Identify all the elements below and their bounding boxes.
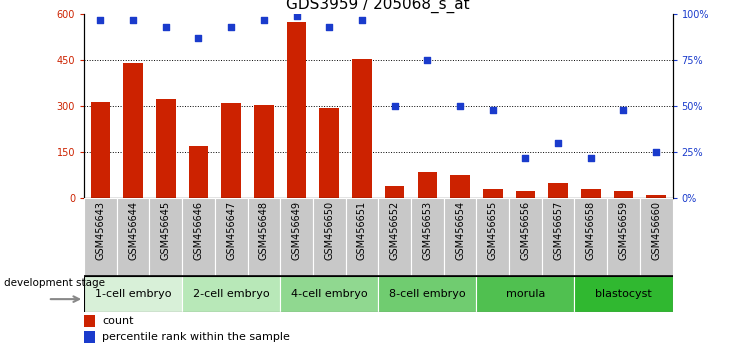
Text: GSM456652: GSM456652 xyxy=(390,201,400,260)
Point xyxy=(225,24,237,30)
Point xyxy=(193,35,205,41)
Text: 4-cell embryo: 4-cell embryo xyxy=(291,289,368,299)
Bar xyxy=(444,198,477,276)
Bar xyxy=(581,189,601,198)
Bar xyxy=(509,198,542,276)
Text: development stage: development stage xyxy=(4,278,105,288)
Text: morula: morula xyxy=(506,289,545,299)
Text: GSM456650: GSM456650 xyxy=(325,201,334,260)
Bar xyxy=(575,276,673,312)
Bar xyxy=(378,198,411,276)
Bar xyxy=(280,276,379,312)
Bar xyxy=(84,315,95,327)
Text: GSM456647: GSM456647 xyxy=(226,201,236,260)
Bar xyxy=(91,102,110,198)
Bar xyxy=(124,63,143,198)
Text: GSM456657: GSM456657 xyxy=(553,201,563,260)
Bar xyxy=(215,198,248,276)
Bar xyxy=(417,172,437,198)
Text: GSM456658: GSM456658 xyxy=(586,201,596,260)
Bar xyxy=(117,198,149,276)
Point xyxy=(618,107,629,113)
Text: GSM456649: GSM456649 xyxy=(292,201,302,259)
Title: GDS3959 / 205068_s_at: GDS3959 / 205068_s_at xyxy=(287,0,470,13)
Bar xyxy=(607,198,640,276)
Text: GSM456656: GSM456656 xyxy=(520,201,531,260)
Text: GSM456653: GSM456653 xyxy=(423,201,432,260)
Text: GSM456655: GSM456655 xyxy=(488,201,498,260)
Bar xyxy=(149,198,182,276)
Text: blastocyst: blastocyst xyxy=(595,289,652,299)
Point xyxy=(356,17,368,23)
Point xyxy=(552,140,564,146)
Bar xyxy=(313,198,346,276)
Bar xyxy=(385,186,404,198)
Text: 2-cell embryo: 2-cell embryo xyxy=(193,289,270,299)
Bar xyxy=(221,103,241,198)
Text: GSM456646: GSM456646 xyxy=(194,201,203,259)
Bar xyxy=(411,198,444,276)
Bar xyxy=(84,276,182,312)
Bar xyxy=(542,198,575,276)
Bar xyxy=(450,175,470,198)
Point xyxy=(323,24,335,30)
Point xyxy=(520,155,531,161)
Bar xyxy=(640,198,673,276)
Text: GSM456645: GSM456645 xyxy=(161,201,171,260)
Bar xyxy=(613,190,633,198)
Bar xyxy=(189,146,208,198)
Bar xyxy=(319,108,339,198)
Text: 1-cell embryo: 1-cell embryo xyxy=(95,289,171,299)
Text: GSM456660: GSM456660 xyxy=(651,201,661,259)
Bar xyxy=(182,198,215,276)
Bar xyxy=(254,105,273,198)
Bar xyxy=(378,276,477,312)
Bar xyxy=(477,198,509,276)
Text: GSM456648: GSM456648 xyxy=(259,201,269,259)
Point xyxy=(127,17,139,23)
Point xyxy=(389,103,401,109)
Bar xyxy=(575,198,607,276)
Point xyxy=(160,24,172,30)
Point xyxy=(651,149,662,155)
Bar xyxy=(84,331,95,343)
Bar xyxy=(248,198,280,276)
Text: GSM456644: GSM456644 xyxy=(128,201,138,259)
Text: GSM456659: GSM456659 xyxy=(618,201,629,260)
Bar xyxy=(483,189,502,198)
Bar xyxy=(182,276,280,312)
Bar xyxy=(352,59,372,198)
Point xyxy=(291,13,303,19)
Text: count: count xyxy=(102,316,134,326)
Point xyxy=(585,155,596,161)
Bar xyxy=(515,190,535,198)
Bar xyxy=(287,22,306,198)
Point xyxy=(487,107,499,113)
Bar xyxy=(646,195,666,198)
Bar xyxy=(280,198,313,276)
Text: GSM456643: GSM456643 xyxy=(96,201,105,259)
Bar xyxy=(156,98,175,198)
Text: 8-cell embryo: 8-cell embryo xyxy=(389,289,466,299)
Point xyxy=(258,17,270,23)
Point xyxy=(94,17,106,23)
Text: percentile rank within the sample: percentile rank within the sample xyxy=(102,332,290,342)
Point xyxy=(454,103,466,109)
Text: GSM456654: GSM456654 xyxy=(455,201,465,260)
Bar xyxy=(346,198,379,276)
Bar xyxy=(84,198,117,276)
Point xyxy=(422,57,433,63)
Bar xyxy=(477,276,575,312)
Text: GSM456651: GSM456651 xyxy=(357,201,367,260)
Bar xyxy=(548,183,568,198)
